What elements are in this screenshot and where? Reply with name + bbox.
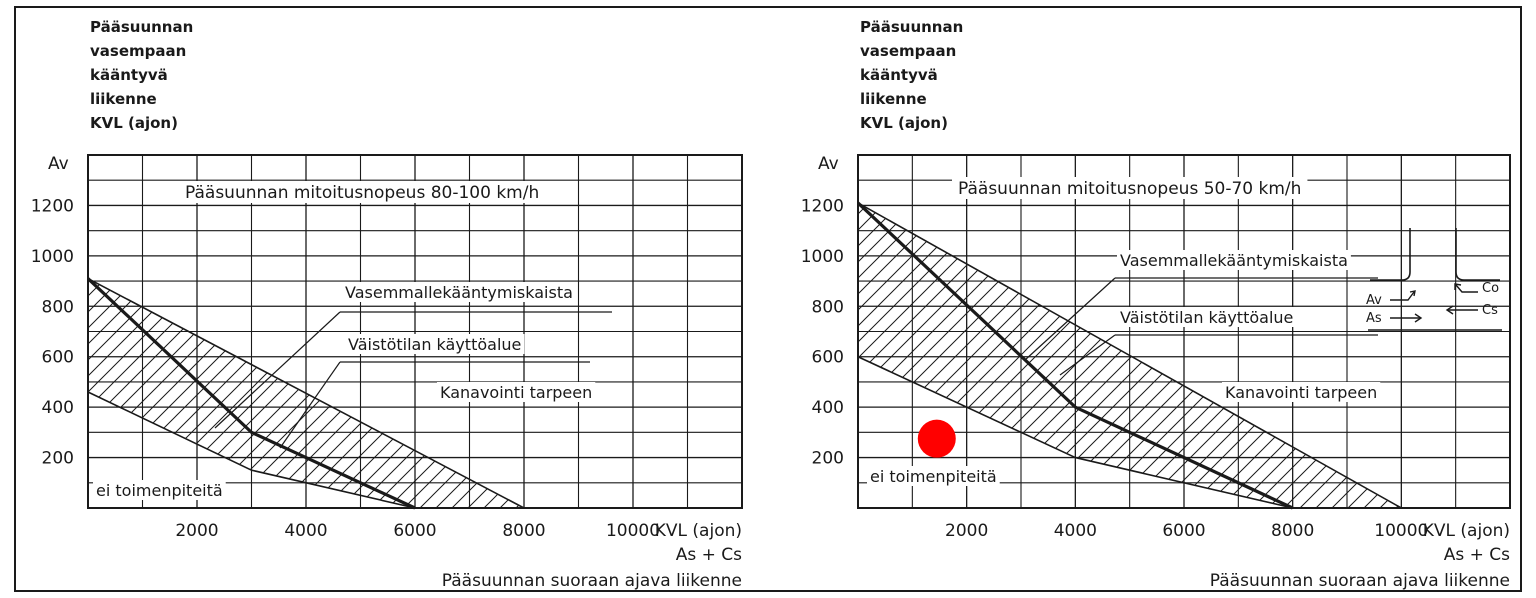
inset-label-cs: Cs (1482, 303, 1498, 318)
inset-arrowhead (1445, 305, 1454, 315)
y-tick-label: 200 (42, 449, 74, 469)
y-tick-label: 200 (812, 449, 844, 469)
annotation-label: ei toimenpiteitä (870, 467, 997, 486)
y-axis-symbol: Av (48, 154, 69, 174)
annotation-leader (1059, 334, 1116, 376)
annotation-leader (279, 361, 341, 449)
x-tick-label: 2000 (945, 521, 988, 541)
x-tick-label: 10000 (1374, 521, 1428, 541)
annotation-backdrop (345, 334, 525, 354)
y-tick-label: 800 (42, 297, 74, 317)
series-line-outer (87, 277, 525, 509)
inset-arrowhead (1454, 283, 1462, 290)
annotation-backdrop (1117, 307, 1297, 327)
annotation-backdrop (1117, 250, 1351, 270)
x-tick-label: 6000 (393, 521, 436, 541)
annotation-backdrop (437, 382, 596, 402)
annotation-label: Vasemmallekääntymiskaista (345, 283, 573, 302)
series-line-lower (857, 355, 1293, 509)
inset-label-as: As (1366, 311, 1382, 326)
y-tick-label: 1000 (801, 247, 844, 267)
red-marker-dot (917, 419, 956, 458)
annotation-backdrop (342, 282, 576, 302)
y-tick-label: 400 (42, 398, 74, 418)
y-axis-symbol: Av (818, 154, 839, 174)
annotation-backdrop (93, 480, 226, 500)
x-tick-label: 10000 (606, 521, 660, 541)
x-axis-title: Pääsuunnan suoraan ajava liikenne (1210, 571, 1510, 591)
series-line-outer (857, 202, 1402, 509)
x-tick-label: 8000 (1271, 521, 1314, 541)
series-line-middle (86, 277, 416, 510)
y-axis-title-line: liikenne (860, 90, 927, 108)
y-axis-title-line: vasempaan (860, 42, 956, 60)
x-tick-label: 4000 (1054, 521, 1097, 541)
annotation-leader (214, 311, 341, 429)
x-tick-label: 6000 (1162, 521, 1205, 541)
x-axis-unit: KVL (ajon) (655, 521, 742, 541)
intersection-inset: Av As Co Cs (1366, 228, 1502, 331)
series-line-middle (856, 201, 1294, 510)
inset-arrowhead (1409, 290, 1416, 297)
x-tick-label: 2000 (175, 521, 218, 541)
annotation-label: Vasemmallekääntymiskaista (1120, 251, 1348, 270)
inset-arrow-co (1455, 284, 1478, 293)
annotation-label: ei toimenpiteitä (96, 481, 223, 500)
x-tick-label: 4000 (284, 521, 327, 541)
y-tick-label: 400 (812, 398, 844, 418)
y-axis-title-line: KVL (ajon) (860, 114, 948, 132)
annotation-backdrop (1222, 382, 1381, 402)
inset-label-av: Av (1366, 293, 1382, 308)
title-backdrop (952, 177, 1308, 199)
x-axis-formula: As + Cs (1444, 545, 1510, 565)
annotation-leader (1024, 277, 1116, 361)
series-line-lower (87, 391, 416, 509)
x-axis-formula: As + Cs (676, 545, 742, 565)
y-tick-label: 600 (42, 348, 74, 368)
figure-frame (14, 6, 1522, 592)
inset-arrow-av (1390, 291, 1415, 301)
x-axis-unit: KVL (ajon) (1423, 521, 1510, 541)
y-tick-label: 600 (812, 348, 844, 368)
x-tick-label: 8000 (502, 521, 545, 541)
inset-label-co: Co (1482, 281, 1499, 296)
inset-road-edge (1455, 228, 1500, 281)
annotation-label: Kanavointi tarpeen (1225, 383, 1377, 402)
chart-title: Pääsuunnan mitoitusnopeus 50-70 km/h (958, 179, 1301, 199)
y-axis-title-line: KVL (ajon) (90, 114, 178, 132)
annotation-label: Väistötilan käyttöalue (1120, 308, 1293, 327)
inset-arrowhead (1414, 313, 1423, 323)
y-tick-label: 800 (812, 297, 844, 317)
x-axis-title: Pääsuunnan suoraan ajava liikenne (442, 571, 742, 591)
annotation-label: Kanavointi tarpeen (440, 383, 592, 402)
y-axis-title-line: kääntyvä (860, 66, 938, 84)
y-axis-title-line: vasempaan (90, 42, 186, 60)
title-backdrop (179, 181, 546, 203)
y-axis-title-line: Pääsuunnan (860, 18, 963, 36)
y-tick-label: 1200 (801, 196, 844, 216)
annotation-label: Väistötilan käyttöalue (348, 335, 521, 354)
y-axis-title-line: kääntyvä (90, 66, 168, 84)
inset-road-edge (1370, 228, 1411, 281)
y-axis-title-line: Pääsuunnan (90, 18, 193, 36)
chart-title: Pääsuunnan mitoitusnopeus 80-100 km/h (185, 183, 539, 203)
y-tick-label: 1200 (31, 196, 74, 216)
annotation-backdrop (867, 466, 1000, 486)
y-axis-title-line: liikenne (90, 90, 157, 108)
y-tick-label: 1000 (31, 247, 74, 267)
